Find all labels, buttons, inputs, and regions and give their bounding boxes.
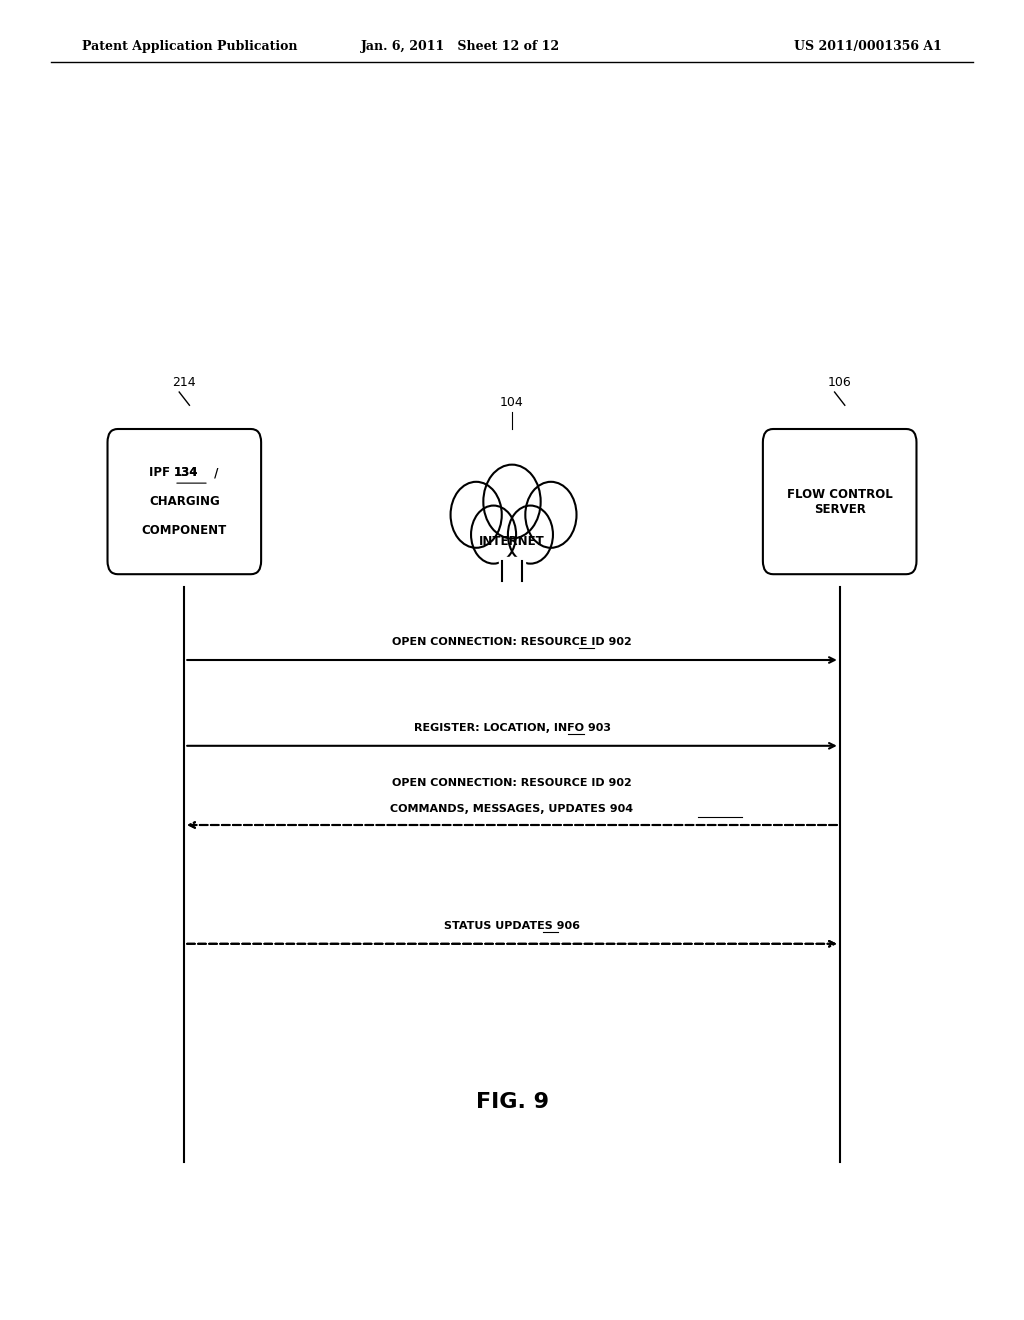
Text: OPEN CONNECTION: RESOURCE ID 902: OPEN CONNECTION: RESOURCE ID 902 bbox=[392, 777, 632, 788]
Text: STATUS UPDATES 906: STATUS UPDATES 906 bbox=[444, 920, 580, 931]
Text: FLOW CONTROL
SERVER: FLOW CONTROL SERVER bbox=[786, 487, 893, 516]
Text: COMMANDS, MESSAGES, UPDATES 904: COMMANDS, MESSAGES, UPDATES 904 bbox=[390, 804, 634, 814]
Circle shape bbox=[508, 506, 553, 564]
FancyBboxPatch shape bbox=[763, 429, 916, 574]
FancyBboxPatch shape bbox=[108, 429, 261, 574]
Text: US 2011/0001356 A1: US 2011/0001356 A1 bbox=[795, 40, 942, 53]
Text: REGISTER: LOCATION, INFO 903: REGISTER: LOCATION, INFO 903 bbox=[414, 722, 610, 733]
Text: FIG. 9: FIG. 9 bbox=[475, 1092, 549, 1113]
Text: 134: 134 bbox=[174, 466, 199, 479]
Text: /: / bbox=[210, 466, 218, 479]
Text: INTERNET: INTERNET bbox=[479, 535, 545, 548]
Text: IPF: IPF bbox=[148, 466, 174, 479]
Text: 134: 134 bbox=[174, 466, 199, 479]
Text: CHARGING: CHARGING bbox=[148, 495, 220, 508]
Text: OPEN CONNECTION: RESOURCE ID 902: OPEN CONNECTION: RESOURCE ID 902 bbox=[392, 636, 632, 647]
Text: Jan. 6, 2011   Sheet 12 of 12: Jan. 6, 2011 Sheet 12 of 12 bbox=[361, 40, 560, 53]
Circle shape bbox=[471, 506, 516, 564]
Text: 214: 214 bbox=[172, 376, 197, 389]
Circle shape bbox=[525, 482, 577, 548]
Text: 106: 106 bbox=[827, 376, 852, 389]
Text: Patent Application Publication: Patent Application Publication bbox=[82, 40, 297, 53]
Text: 104: 104 bbox=[500, 396, 524, 409]
Circle shape bbox=[451, 482, 502, 548]
Circle shape bbox=[483, 465, 541, 539]
Bar bbox=[499, 557, 525, 581]
Text: COMPONENT: COMPONENT bbox=[141, 524, 227, 537]
